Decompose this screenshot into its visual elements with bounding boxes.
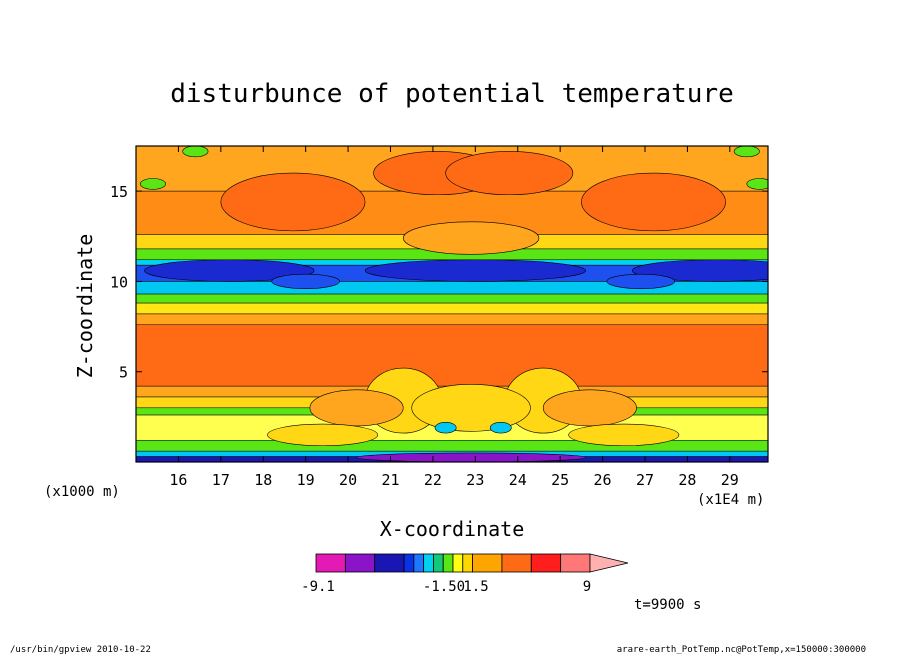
contour-band bbox=[136, 313, 768, 326]
contour-band bbox=[136, 302, 768, 315]
colorbar-label: 9 bbox=[583, 579, 591, 595]
contour-region bbox=[606, 273, 675, 289]
contour-region bbox=[182, 146, 209, 158]
contour-region bbox=[434, 421, 457, 434]
x-unit-right: (x1E4 m) bbox=[697, 492, 764, 508]
colorbar-label: -1.50 bbox=[423, 579, 465, 595]
contour-region bbox=[144, 259, 315, 282]
chart-title: disturbunce of potential temperature bbox=[170, 79, 734, 109]
contour-region bbox=[445, 151, 574, 196]
colorbar-segment bbox=[344, 553, 376, 573]
colorbar-segment bbox=[462, 553, 473, 573]
x-axis-label: X-coordinate bbox=[380, 517, 525, 541]
x-tick-label: 16 bbox=[169, 471, 187, 489]
contour-region bbox=[309, 389, 404, 427]
time-label: t=9900 s bbox=[634, 597, 701, 613]
contour-region bbox=[411, 384, 531, 432]
footer-command: /usr/bin/gpview 2010-10-22 bbox=[10, 645, 151, 654]
colorbar-label: -9.1 bbox=[301, 579, 335, 595]
y-tick-label: 10 bbox=[110, 273, 128, 291]
contour-region bbox=[489, 421, 512, 434]
colorbar-segment bbox=[472, 553, 503, 573]
colorbar-label: 1.5 bbox=[463, 579, 488, 595]
y-axis-label: Z-coordinate bbox=[73, 234, 97, 379]
colorbar-segment bbox=[433, 553, 444, 573]
colorbar-segment bbox=[530, 553, 562, 573]
colorbar-extend-arrow bbox=[589, 553, 629, 573]
y-tick-label: 15 bbox=[110, 183, 128, 201]
contour-region bbox=[267, 423, 379, 447]
x-tick-label: 28 bbox=[678, 471, 696, 489]
colorbar-segment bbox=[560, 553, 591, 573]
x-tick-label: 20 bbox=[339, 471, 357, 489]
colorbar bbox=[315, 553, 629, 573]
contour-band bbox=[136, 324, 768, 387]
contour-band bbox=[136, 293, 768, 304]
x-tick-label: 17 bbox=[212, 471, 230, 489]
colorbar-segment bbox=[423, 553, 434, 573]
x-tick-label: 29 bbox=[721, 471, 739, 489]
x-tick-label: 27 bbox=[636, 471, 654, 489]
colorbar-segment bbox=[315, 553, 346, 573]
y-axis-ticks: 5 10 15 bbox=[110, 183, 768, 382]
x-axis-ticks: 16 17 18 19 20 21 22 23 24 25 26 27 28 29 bbox=[169, 146, 739, 489]
x-tick-label: 18 bbox=[254, 471, 272, 489]
contour-region bbox=[746, 178, 768, 190]
colorbar-segment bbox=[501, 553, 532, 573]
contour-region bbox=[364, 259, 586, 282]
colorbar-labels: -9.1 -1.501.5 9 bbox=[301, 579, 591, 595]
colorbar-segment bbox=[413, 553, 425, 573]
contour-region bbox=[139, 178, 166, 190]
x-tick-label: 23 bbox=[466, 471, 484, 489]
colorbar-segment bbox=[452, 553, 464, 573]
footer-file: arare-earth_PotTemp.nc@PotTemp,x=150000:… bbox=[617, 645, 866, 654]
contour-band bbox=[136, 440, 768, 452]
contour-region bbox=[581, 172, 726, 232]
colorbar-segment bbox=[442, 553, 454, 573]
x-tick-label: 19 bbox=[297, 471, 315, 489]
contour-region bbox=[568, 423, 680, 447]
contour-region bbox=[631, 259, 768, 282]
x-tick-label: 22 bbox=[424, 471, 442, 489]
contour-region bbox=[542, 389, 637, 427]
y-tick-label: 5 bbox=[119, 364, 128, 382]
colorbar-segment bbox=[403, 553, 415, 573]
contour-region bbox=[402, 221, 540, 255]
plot-frame bbox=[135, 145, 769, 463]
x-tick-label: 24 bbox=[509, 471, 527, 489]
contour-region bbox=[356, 452, 586, 462]
x-tick-label: 26 bbox=[594, 471, 612, 489]
contour-regions bbox=[139, 146, 768, 462]
colorbar-segment bbox=[374, 553, 405, 573]
x-tick-label: 25 bbox=[551, 471, 569, 489]
contour-region bbox=[733, 146, 760, 158]
contour-region bbox=[220, 172, 366, 232]
plot-field bbox=[136, 146, 768, 462]
contour-region bbox=[271, 273, 340, 289]
x-unit-left: (x1000 m) bbox=[44, 484, 120, 500]
x-tick-label: 21 bbox=[381, 471, 399, 489]
